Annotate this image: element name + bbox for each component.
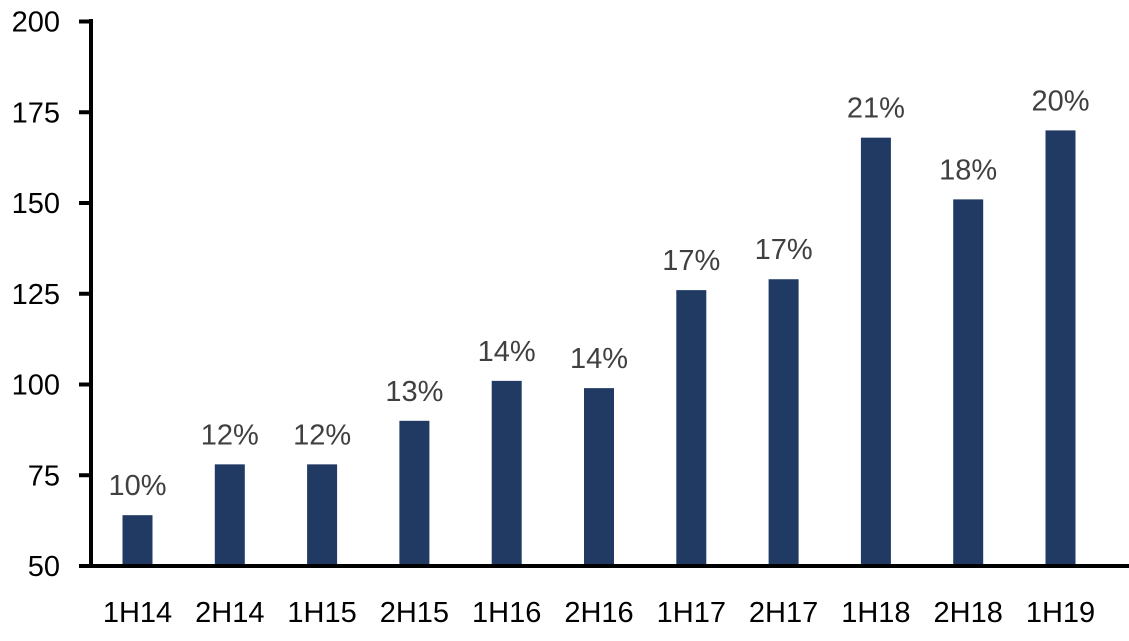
bar-value-label: 12% bbox=[201, 419, 259, 451]
x-axis-category-label: 2H16 bbox=[564, 597, 633, 629]
bar bbox=[399, 420, 430, 564]
x-axis-category-label: 2H14 bbox=[195, 597, 264, 629]
bar bbox=[491, 380, 522, 564]
bar bbox=[676, 290, 707, 564]
y-axis-tick-label: 200 bbox=[12, 7, 60, 39]
bar bbox=[307, 464, 338, 564]
bar bbox=[1045, 130, 1076, 564]
x-axis-category-label: 2H15 bbox=[380, 597, 449, 629]
y-axis-tick-label: 125 bbox=[12, 279, 60, 311]
bar-value-label: 20% bbox=[1031, 85, 1089, 117]
bar-value-label: 14% bbox=[570, 343, 628, 375]
y-axis-tick-label: 175 bbox=[12, 97, 60, 129]
x-axis-category-label: 1H14 bbox=[103, 597, 172, 629]
bar-value-label: 17% bbox=[662, 245, 720, 277]
bar bbox=[860, 137, 891, 564]
bar-value-label: 10% bbox=[108, 470, 166, 502]
bar-value-label: 13% bbox=[385, 376, 443, 408]
bar bbox=[584, 388, 614, 564]
x-axis-category-label: 1H15 bbox=[287, 597, 356, 629]
y-axis-tick-label: 100 bbox=[12, 370, 60, 402]
bar-value-label: 14% bbox=[478, 336, 536, 368]
x-axis-category-label: 1H18 bbox=[841, 597, 910, 629]
x-axis-category-label: 1H19 bbox=[1026, 597, 1095, 629]
x-axis-category-label: 2H18 bbox=[934, 597, 1003, 629]
bar-value-label: 21% bbox=[847, 93, 905, 125]
bar-value-label: 17% bbox=[755, 234, 813, 266]
bar-value-label: 12% bbox=[293, 419, 351, 451]
y-axis-tick-label: 75 bbox=[28, 460, 60, 492]
bar bbox=[122, 515, 153, 564]
bar bbox=[768, 279, 799, 564]
bar bbox=[953, 199, 984, 564]
x-axis-category-label: 1H17 bbox=[657, 597, 726, 629]
y-axis-tick-label: 50 bbox=[28, 551, 60, 583]
x-axis-category-label: 1H16 bbox=[472, 597, 541, 629]
x-axis-category-label: 2H17 bbox=[749, 597, 818, 629]
bar-value-label: 18% bbox=[939, 154, 997, 186]
y-axis-tick-label: 150 bbox=[12, 188, 60, 220]
bar bbox=[214, 464, 245, 564]
